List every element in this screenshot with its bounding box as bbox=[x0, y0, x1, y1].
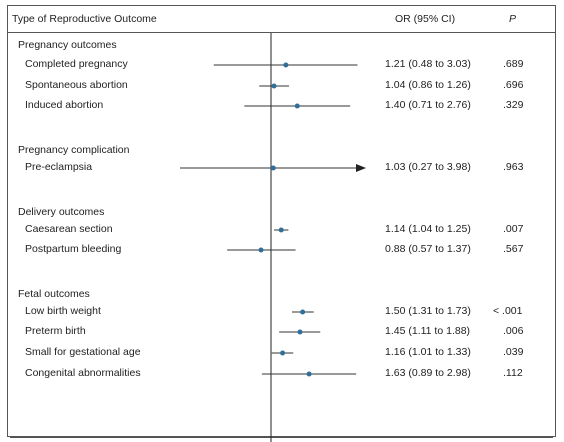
or-ci-value: 1.21 (0.48 to 3.03) bbox=[385, 58, 471, 70]
or-ci-value: 1.16 (1.01 to 1.33) bbox=[385, 346, 471, 358]
p-value: .039 bbox=[503, 346, 524, 358]
row-label: Induced abortion bbox=[25, 99, 104, 111]
or-ci-value: 1.50 (1.31 to 1.73) bbox=[385, 305, 471, 317]
point-estimate bbox=[278, 227, 284, 233]
row-label: Caesarean section bbox=[25, 223, 113, 235]
row-label: Pre-eclampsia bbox=[25, 161, 93, 173]
x-axis-line bbox=[10, 437, 553, 438]
column-header-outcome: Type of Reproductive Outcome bbox=[12, 13, 157, 25]
point-estimate bbox=[271, 83, 277, 89]
or-ci-value: 1.04 (0.86 to 1.26) bbox=[385, 79, 471, 91]
p-value: .006 bbox=[503, 325, 524, 337]
point-estimate bbox=[294, 103, 300, 109]
point-estimate bbox=[280, 350, 286, 356]
group-heading: Pregnancy outcomes bbox=[18, 39, 117, 51]
p-value: < .001 bbox=[493, 305, 523, 317]
group-heading: Pregnancy complication bbox=[18, 144, 130, 156]
header-divider bbox=[7, 32, 556, 33]
p-value: .007 bbox=[503, 223, 524, 235]
column-header-or: OR (95% CI) bbox=[395, 13, 456, 25]
chart-frame bbox=[7, 5, 556, 437]
or-ci-value: 1.03 (0.27 to 3.98) bbox=[385, 161, 471, 173]
p-value: .696 bbox=[503, 79, 524, 91]
row-label: Low birth weight bbox=[25, 305, 101, 317]
point-estimate bbox=[297, 329, 303, 335]
or-ci-value: 1.14 (1.04 to 1.25) bbox=[385, 223, 471, 235]
or-ci-value: 1.45 (1.11 to 1.88) bbox=[385, 325, 471, 337]
row-label: Postpartum bleeding bbox=[25, 243, 122, 255]
point-estimate bbox=[306, 371, 312, 377]
or-ci-value: 1.63 (0.89 to 2.98) bbox=[385, 367, 471, 379]
point-estimate bbox=[258, 247, 264, 253]
p-value: .689 bbox=[503, 58, 524, 70]
group-heading: Fetal outcomes bbox=[18, 288, 90, 300]
row-label: Preterm birth bbox=[25, 325, 86, 337]
group-heading: Delivery outcomes bbox=[18, 206, 105, 218]
or-ci-value: 1.40 (0.71 to 2.76) bbox=[385, 99, 471, 111]
row-label: Small for gestational age bbox=[25, 346, 141, 358]
row-label: Congenital abnormalities bbox=[25, 367, 141, 379]
point-estimate bbox=[300, 309, 306, 315]
column-header-p: P bbox=[509, 13, 517, 25]
p-value: .963 bbox=[503, 161, 524, 173]
row-label: Spontaneous abortion bbox=[25, 79, 128, 91]
row-label: Completed pregnancy bbox=[25, 58, 128, 70]
p-value: .112 bbox=[503, 367, 523, 379]
p-value: .329 bbox=[503, 99, 524, 111]
point-estimate bbox=[283, 62, 289, 68]
or-ci-value: 0.88 (0.57 to 1.37) bbox=[385, 243, 471, 255]
point-estimate bbox=[270, 165, 276, 171]
p-value: .567 bbox=[503, 243, 524, 255]
